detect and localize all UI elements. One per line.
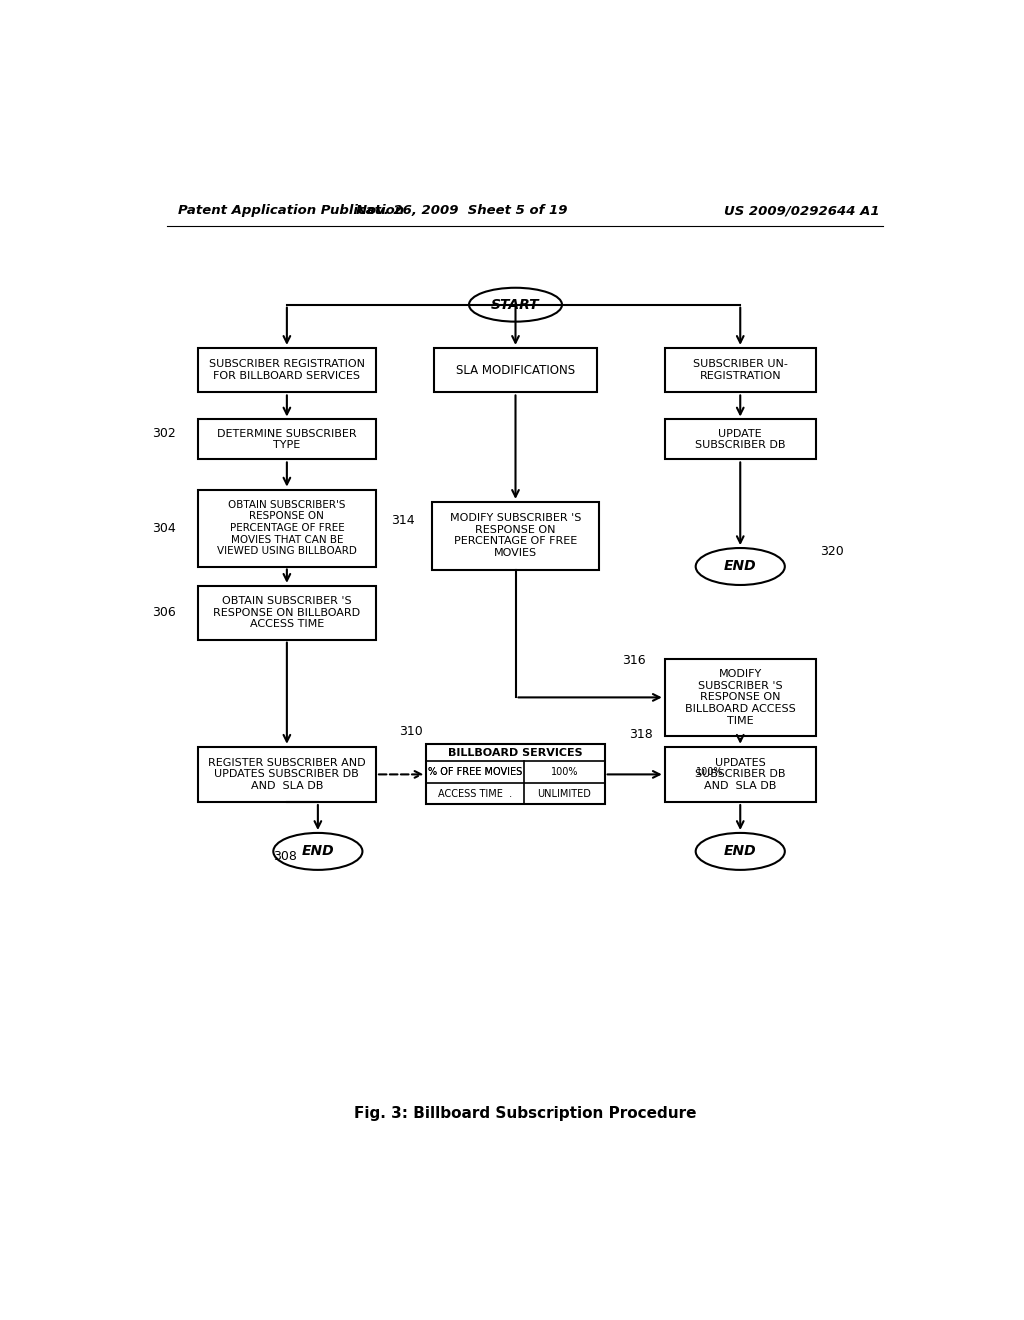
Bar <box>198 348 376 392</box>
Bar <box>665 348 816 392</box>
Text: UPDATES
SUBSCRIBER DB
AND  SLA DB: UPDATES SUBSCRIBER DB AND SLA DB <box>695 758 785 791</box>
Text: END: END <box>724 845 757 858</box>
Text: US 2009/0292644 A1: US 2009/0292644 A1 <box>724 205 880 218</box>
Text: 100%: 100% <box>696 767 724 777</box>
Text: OBTAIN SUBSCRIBER 'S
RESPONSE ON BILLBOARD
ACCESS TIME: OBTAIN SUBSCRIBER 'S RESPONSE ON BILLBOA… <box>213 597 360 630</box>
Text: Patent Application Publication: Patent Application Publication <box>178 205 404 218</box>
Text: SLA MODIFICATIONS: SLA MODIFICATIONS <box>456 363 575 376</box>
Text: UPDATE
SUBSCRIBER DB: UPDATE SUBSCRIBER DB <box>695 429 785 450</box>
Text: DETERMINE SUBSCRIBER
TYPE: DETERMINE SUBSCRIBER TYPE <box>217 429 356 450</box>
Text: 316: 316 <box>622 653 645 667</box>
Text: SUBSCRIBER UN-
REGISTRATION: SUBSCRIBER UN- REGISTRATION <box>693 359 787 381</box>
Bar <box>665 747 816 803</box>
Text: UNLIMITED: UNLIMITED <box>538 788 592 799</box>
Text: END: END <box>301 845 334 858</box>
Bar <box>198 490 376 566</box>
Text: % OF FREE MOVIES: % OF FREE MOVIES <box>428 767 522 777</box>
Ellipse shape <box>695 548 784 585</box>
Text: 320: 320 <box>819 545 844 557</box>
Text: Fig. 3: Billboard Subscription Procedure: Fig. 3: Billboard Subscription Procedure <box>353 1106 696 1121</box>
Text: START: START <box>492 298 540 312</box>
Text: 306: 306 <box>153 606 176 619</box>
Text: MODIFY
SUBSCRIBER 'S
RESPONSE ON
BILLBOARD ACCESS
TIME: MODIFY SUBSCRIBER 'S RESPONSE ON BILLBOA… <box>685 669 796 726</box>
Text: MODIFY SUBSCRIBER 'S
RESPONSE ON
PERCENTAGE OF FREE
MOVIES: MODIFY SUBSCRIBER 'S RESPONSE ON PERCENT… <box>450 513 582 558</box>
Bar <box>198 420 376 459</box>
Ellipse shape <box>469 288 562 322</box>
Bar <box>432 502 599 570</box>
Bar <box>665 420 816 459</box>
Text: 310: 310 <box>398 725 423 738</box>
Text: Nov. 26, 2009  Sheet 5 of 19: Nov. 26, 2009 Sheet 5 of 19 <box>355 205 567 218</box>
Text: REGISTER SUBSCRIBER AND
UPDATES SUBSCRIBER DB
AND  SLA DB: REGISTER SUBSCRIBER AND UPDATES SUBSCRIB… <box>208 758 366 791</box>
Text: % OF FREE MOVIES: % OF FREE MOVIES <box>428 767 522 777</box>
Text: 304: 304 <box>153 521 176 535</box>
Bar <box>426 744 604 804</box>
Text: 314: 314 <box>391 513 415 527</box>
Text: OBTAIN SUBSCRIBER'S
RESPONSE ON
PERCENTAGE OF FREE
MOVIES THAT CAN BE
VIEWED USI: OBTAIN SUBSCRIBER'S RESPONSE ON PERCENTA… <box>217 500 356 556</box>
Text: 308: 308 <box>273 850 297 863</box>
Bar <box>198 747 376 803</box>
Text: BILLBOARD SERVICES: BILLBOARD SERVICES <box>449 748 583 758</box>
Text: END: END <box>724 560 757 573</box>
Ellipse shape <box>273 833 362 870</box>
Ellipse shape <box>695 833 784 870</box>
Text: 318: 318 <box>630 727 653 741</box>
Text: 302: 302 <box>153 426 176 440</box>
Bar <box>665 659 816 737</box>
Bar <box>198 586 376 640</box>
Bar <box>434 348 597 392</box>
Text: SUBSCRIBER REGISTRATION
FOR BILLBOARD SERVICES: SUBSCRIBER REGISTRATION FOR BILLBOARD SE… <box>209 359 365 381</box>
Text: ACCESS TIME  .: ACCESS TIME . <box>438 788 512 799</box>
Text: 100%: 100% <box>551 767 579 777</box>
